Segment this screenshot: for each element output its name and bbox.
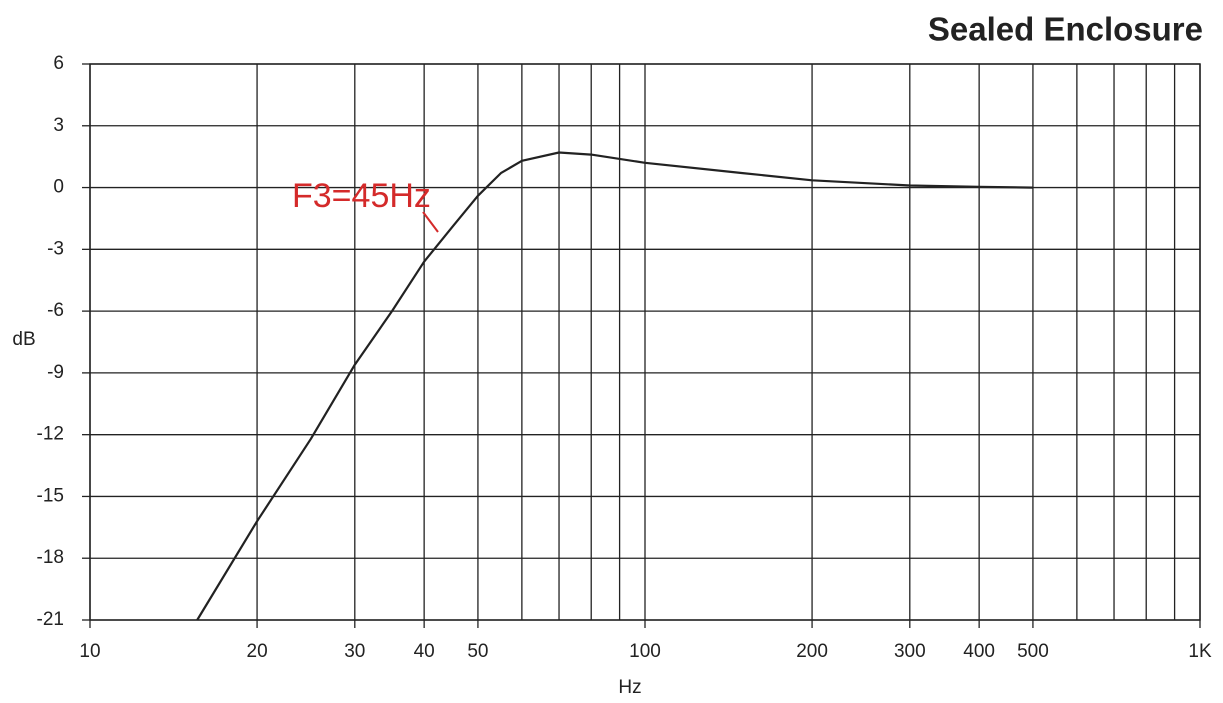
x-tick-label: 50 bbox=[467, 641, 488, 662]
x-tick-label: 10 bbox=[79, 641, 100, 662]
x-tick-label: 40 bbox=[414, 641, 435, 662]
y-tick-label: 0 bbox=[53, 177, 64, 198]
x-tick-label: 30 bbox=[344, 641, 365, 662]
x-tick-label: 400 bbox=[963, 641, 995, 662]
y-tick-label: -3 bbox=[47, 238, 64, 259]
x-axis-label: Hz bbox=[618, 677, 641, 698]
y-tick-label: 3 bbox=[53, 115, 64, 136]
y-tick-label: -6 bbox=[47, 300, 64, 321]
y-tick-label: -12 bbox=[37, 424, 64, 445]
x-tick-label: 200 bbox=[796, 641, 828, 662]
y-axis-label: dB bbox=[12, 329, 35, 350]
y-tick-label: 6 bbox=[53, 53, 64, 74]
x-tick-label: 100 bbox=[629, 641, 661, 662]
annotation-pointer bbox=[422, 211, 439, 233]
y-tick-label: -9 bbox=[47, 362, 64, 383]
y-tick-label: -18 bbox=[37, 547, 64, 568]
y-tick-label: -15 bbox=[37, 485, 64, 506]
annotation: F3=45Hz bbox=[292, 177, 431, 215]
response-line bbox=[196, 151, 1033, 621]
x-tick-label: 1K bbox=[1188, 641, 1212, 662]
x-tick-label: 500 bbox=[1017, 641, 1049, 662]
x-tick-label: 300 bbox=[894, 641, 926, 662]
x-tick-label: 20 bbox=[247, 641, 268, 662]
y-tick-label: -21 bbox=[37, 609, 64, 630]
plot-frame bbox=[89, 63, 1201, 621]
chart-title: Sealed Enclosure bbox=[928, 11, 1203, 48]
